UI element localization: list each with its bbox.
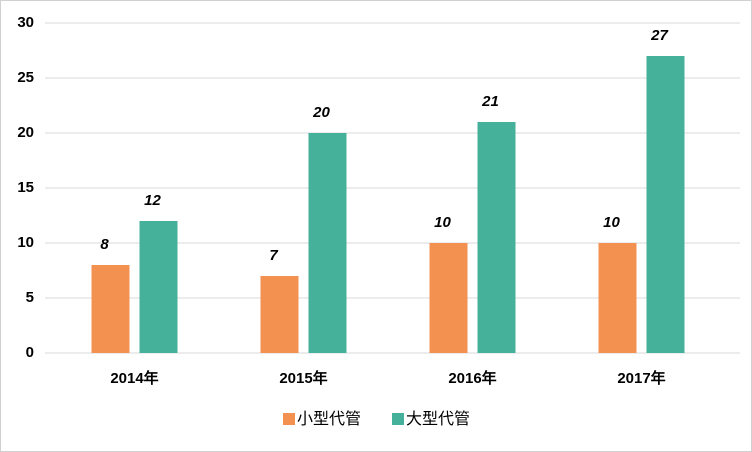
bar [91,265,130,353]
legend-label: 小型代管 [297,410,361,428]
value-label: 10 [603,214,620,231]
x-tick-label: 2015年 [279,369,327,387]
y-tick-label: 20 [17,124,34,141]
value-label: 10 [434,214,451,231]
legend-swatch [392,413,404,425]
value-label: 12 [144,192,161,209]
bar [477,122,516,353]
bar [260,276,299,353]
bar [139,221,178,353]
value-label: 21 [481,93,499,110]
value-label: 7 [269,247,278,264]
bar [429,243,468,353]
y-tick-label: 25 [17,69,34,86]
legend-label: 大型代管 [406,410,470,428]
value-label: 27 [650,27,668,44]
y-tick-label: 0 [26,344,34,361]
value-label: 8 [100,236,109,253]
x-tick-label: 2016年 [448,369,496,387]
y-tick-label: 15 [17,179,34,196]
x-tick-label: 2014年 [110,369,158,387]
y-tick-label: 10 [17,234,34,251]
y-tick-label: 30 [17,14,34,31]
legend-swatch [283,413,295,425]
x-tick-label: 2017年 [617,369,665,387]
bar [308,133,347,353]
bar [598,243,637,353]
bar [646,56,685,353]
value-label: 20 [312,104,330,121]
y-tick-label: 5 [26,289,34,306]
